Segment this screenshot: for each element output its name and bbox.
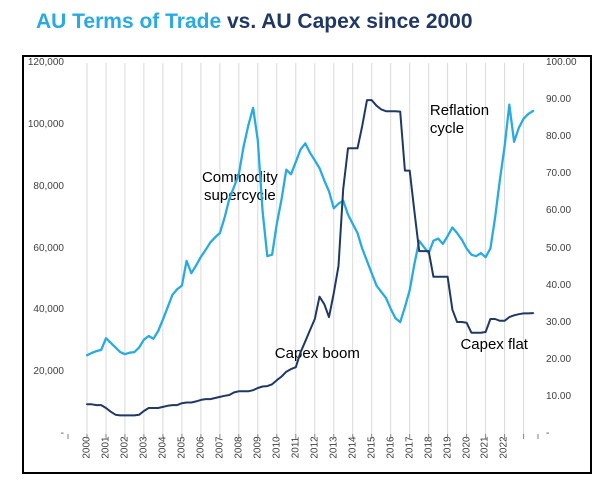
right-axis-tick-label: 80.00 (546, 131, 572, 143)
annotations-layer: Commodity supercycle Reflation cycle Cap… (68, 63, 538, 434)
right-axis-tick-label: 100.00 (546, 57, 577, 68)
annotation-commodity-supercycle: Commodity supercycle (201, 168, 278, 205)
right-axis-tick-label: - (546, 428, 550, 439)
annotation-capex-boom: Capex boom (274, 344, 360, 362)
right-axis-tick-label: 60.00 (546, 205, 572, 217)
right-axis-tick-label: 50.00 (546, 242, 572, 254)
page-title: AU Terms of Trade vs. AU Capex since 200… (36, 10, 473, 34)
annotation-reflation-cycle: Reflation cycle (429, 101, 490, 138)
right-axis-tick-label: 10.00 (546, 390, 572, 402)
right-axis-tick-label: 40.00 (546, 279, 572, 291)
title-terms-of-trade: AU Terms of Trade (36, 10, 227, 33)
plot-area: Commodity supercycle Reflation cycle Cap… (67, 63, 539, 439)
right-axis-tick-label: 20.00 (546, 353, 572, 365)
chart-box: 120,000 100,000 80,000 60,000 40,000 20,000- … (22, 55, 592, 474)
x-axis-year-label: 2022 (499, 436, 511, 459)
title-capex: vs. AU Capex since 2000 (227, 10, 473, 33)
left-axis-tick-label: 40,000 (33, 304, 64, 316)
capex-line (86, 99, 535, 417)
left-axis-tick-label: 80,000 (33, 180, 64, 192)
left-axis-tick-label: 60,000 (33, 242, 64, 254)
terms-of-trade-line (85, 103, 535, 357)
left-axis-tick-label: - (60, 428, 64, 439)
right-axis-tick-label: 90.00 (546, 94, 572, 106)
left-axis-tick-label: 20,000 (33, 366, 64, 378)
right-axis-tick-label: 70.00 (546, 168, 572, 180)
gridline-layer (67, 63, 539, 439)
series-layer (85, 99, 535, 417)
chart-inner: 120,000 100,000 80,000 60,000 40,000 20,000- … (24, 57, 590, 472)
left-axis-tick-label: 120,000 (27, 57, 64, 68)
right-axis-tick-label: 30.00 (546, 316, 572, 328)
left-axis-tick-label: 100,000 (27, 118, 64, 130)
annotation-capex-flat: Capex flat (460, 335, 528, 353)
